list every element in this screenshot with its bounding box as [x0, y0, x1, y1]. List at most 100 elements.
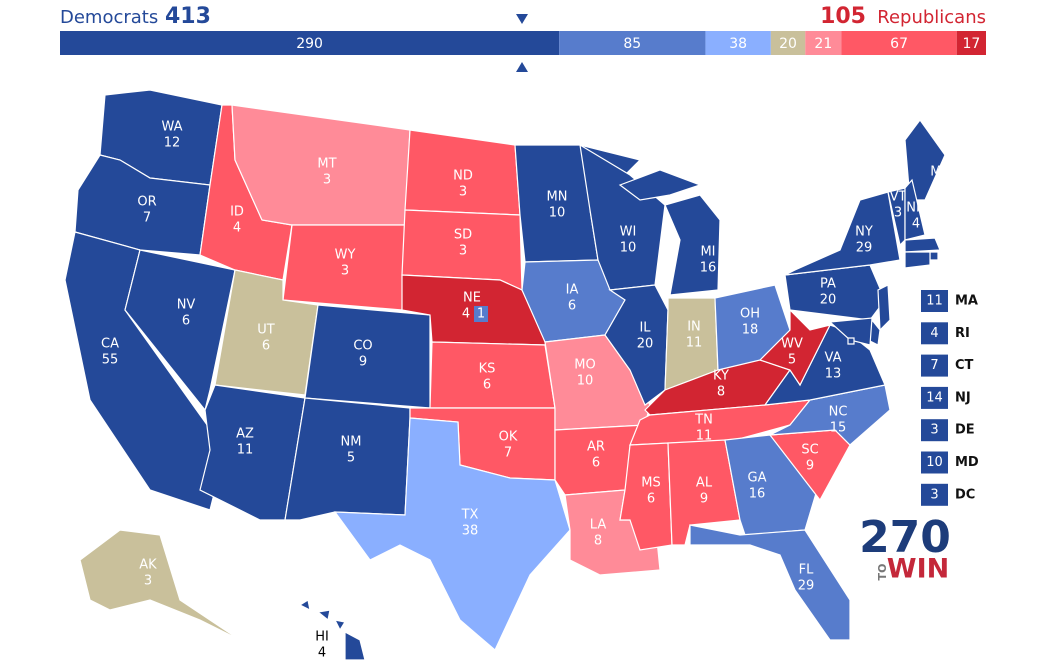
state-abbr: MI	[700, 245, 715, 260]
callout-abbr: MD	[955, 455, 979, 470]
state-abbr: WI	[620, 225, 637, 240]
callout-box	[921, 354, 948, 377]
state-votes: 4	[318, 646, 326, 661]
state-abbr: IA	[566, 283, 579, 298]
state-votes: 4	[462, 307, 470, 322]
state-abbr: OR	[137, 195, 156, 210]
state-votes: 4	[233, 221, 241, 236]
callout-box	[921, 419, 948, 442]
bar-segment-label: 290	[296, 36, 323, 52]
callout-votes: 11	[926, 294, 943, 309]
bar-segment-label: 21	[814, 36, 832, 52]
logo-word: WIN	[887, 554, 949, 585]
state-abbr: NM	[341, 435, 362, 450]
state-votes: 29	[798, 579, 815, 594]
state-votes: 4	[912, 217, 920, 232]
rep-label: Republicans	[877, 7, 986, 28]
threshold-marker	[516, 62, 528, 72]
dem-label: Democrats	[60, 7, 158, 28]
callout-votes: 3	[930, 423, 938, 438]
state-votes: 12	[164, 136, 181, 151]
state-shape	[604, 284, 669, 406]
callout-box	[921, 483, 948, 506]
state-votes: 3	[459, 185, 467, 200]
state-shape	[664, 194, 721, 296]
state-votes: 18	[742, 323, 759, 338]
state-shape	[904, 178, 926, 241]
state-abbr: ME	[930, 165, 949, 180]
bar-segment-label: 38	[729, 36, 747, 52]
state-shape	[124, 249, 236, 412]
state-abbr: IL	[639, 321, 651, 336]
callout-abbr: CT	[955, 358, 974, 373]
state-shape	[904, 251, 931, 269]
state-votes: 3	[341, 264, 349, 279]
state-shape	[79, 529, 241, 641]
callout-abbr: DE	[955, 423, 975, 438]
state-abbr: NY	[855, 225, 873, 240]
logo-small: TO	[876, 564, 889, 581]
state-abbr: OK	[499, 430, 518, 445]
state-votes: 29	[856, 241, 873, 256]
state-abbr: KS	[479, 362, 496, 377]
state-abbr: AR	[587, 440, 605, 455]
state-shape	[618, 169, 702, 201]
callout-abbr: DC	[955, 487, 975, 502]
state-abbr: FL	[799, 563, 814, 578]
callout-votes: 14	[926, 390, 943, 405]
logo: 270 TO WIN	[859, 512, 951, 585]
state-shape	[828, 317, 873, 346]
bar-segment	[60, 31, 560, 55]
state-shape	[298, 599, 311, 612]
state-votes: 11	[237, 443, 254, 458]
state-abbr: NV	[177, 298, 196, 313]
callout-votes: 3	[930, 487, 938, 502]
state-votes: 16	[700, 261, 717, 276]
state-votes: 6	[262, 339, 270, 354]
bar-segment-label: 85	[623, 36, 641, 52]
state-votes: 7	[504, 446, 512, 461]
state-votes: 3	[894, 206, 902, 221]
state-abbr: WV	[781, 337, 803, 352]
logo-number: 270	[859, 512, 951, 563]
state-votes: 6	[182, 314, 190, 329]
state-abbr: CA	[101, 337, 119, 352]
state-abbr: AL	[696, 476, 713, 491]
callout-votes: 7	[930, 358, 938, 373]
state-shape	[333, 417, 571, 651]
state-abbr: AK	[139, 558, 157, 573]
state-abbr: HI	[315, 630, 329, 645]
state-votes: 13	[825, 367, 842, 382]
bar-segment-label: 20	[779, 36, 797, 52]
threshold-marker	[516, 14, 528, 24]
state-shape	[904, 237, 941, 253]
state-abbr: ND	[453, 169, 473, 184]
state-abbr: MS	[641, 476, 660, 491]
state-abbr: UT	[257, 323, 275, 338]
state-abbr: AZ	[236, 427, 254, 442]
state-shape	[304, 304, 431, 409]
us-map: WA12OR7CA55NV6ID4MT3WY3UT6AZ11CO9NM5ND3S…	[64, 89, 950, 661]
rep-total: 105	[820, 4, 866, 29]
district-box	[474, 306, 488, 322]
state-shape	[784, 191, 901, 276]
state-abbr: TX	[461, 508, 479, 523]
state-votes: 10	[577, 374, 594, 389]
state-abbr: KY	[713, 369, 729, 384]
state-shape	[689, 524, 851, 641]
callout-box	[921, 451, 948, 474]
bar-segment-label: 67	[890, 36, 908, 52]
state-abbr: GA	[748, 471, 767, 486]
state-abbr: PA	[820, 277, 836, 292]
bar-segment	[956, 31, 986, 55]
callout-box	[921, 322, 948, 345]
state-votes: 5	[347, 451, 355, 466]
state-abbr: SC	[801, 443, 818, 458]
state-votes: 3	[144, 574, 152, 589]
state-abbr: VT	[890, 190, 907, 205]
state-votes: 15	[830, 421, 847, 436]
state-votes: 8	[594, 534, 602, 549]
state-shape	[877, 284, 891, 332]
state-votes: 6	[592, 456, 600, 471]
